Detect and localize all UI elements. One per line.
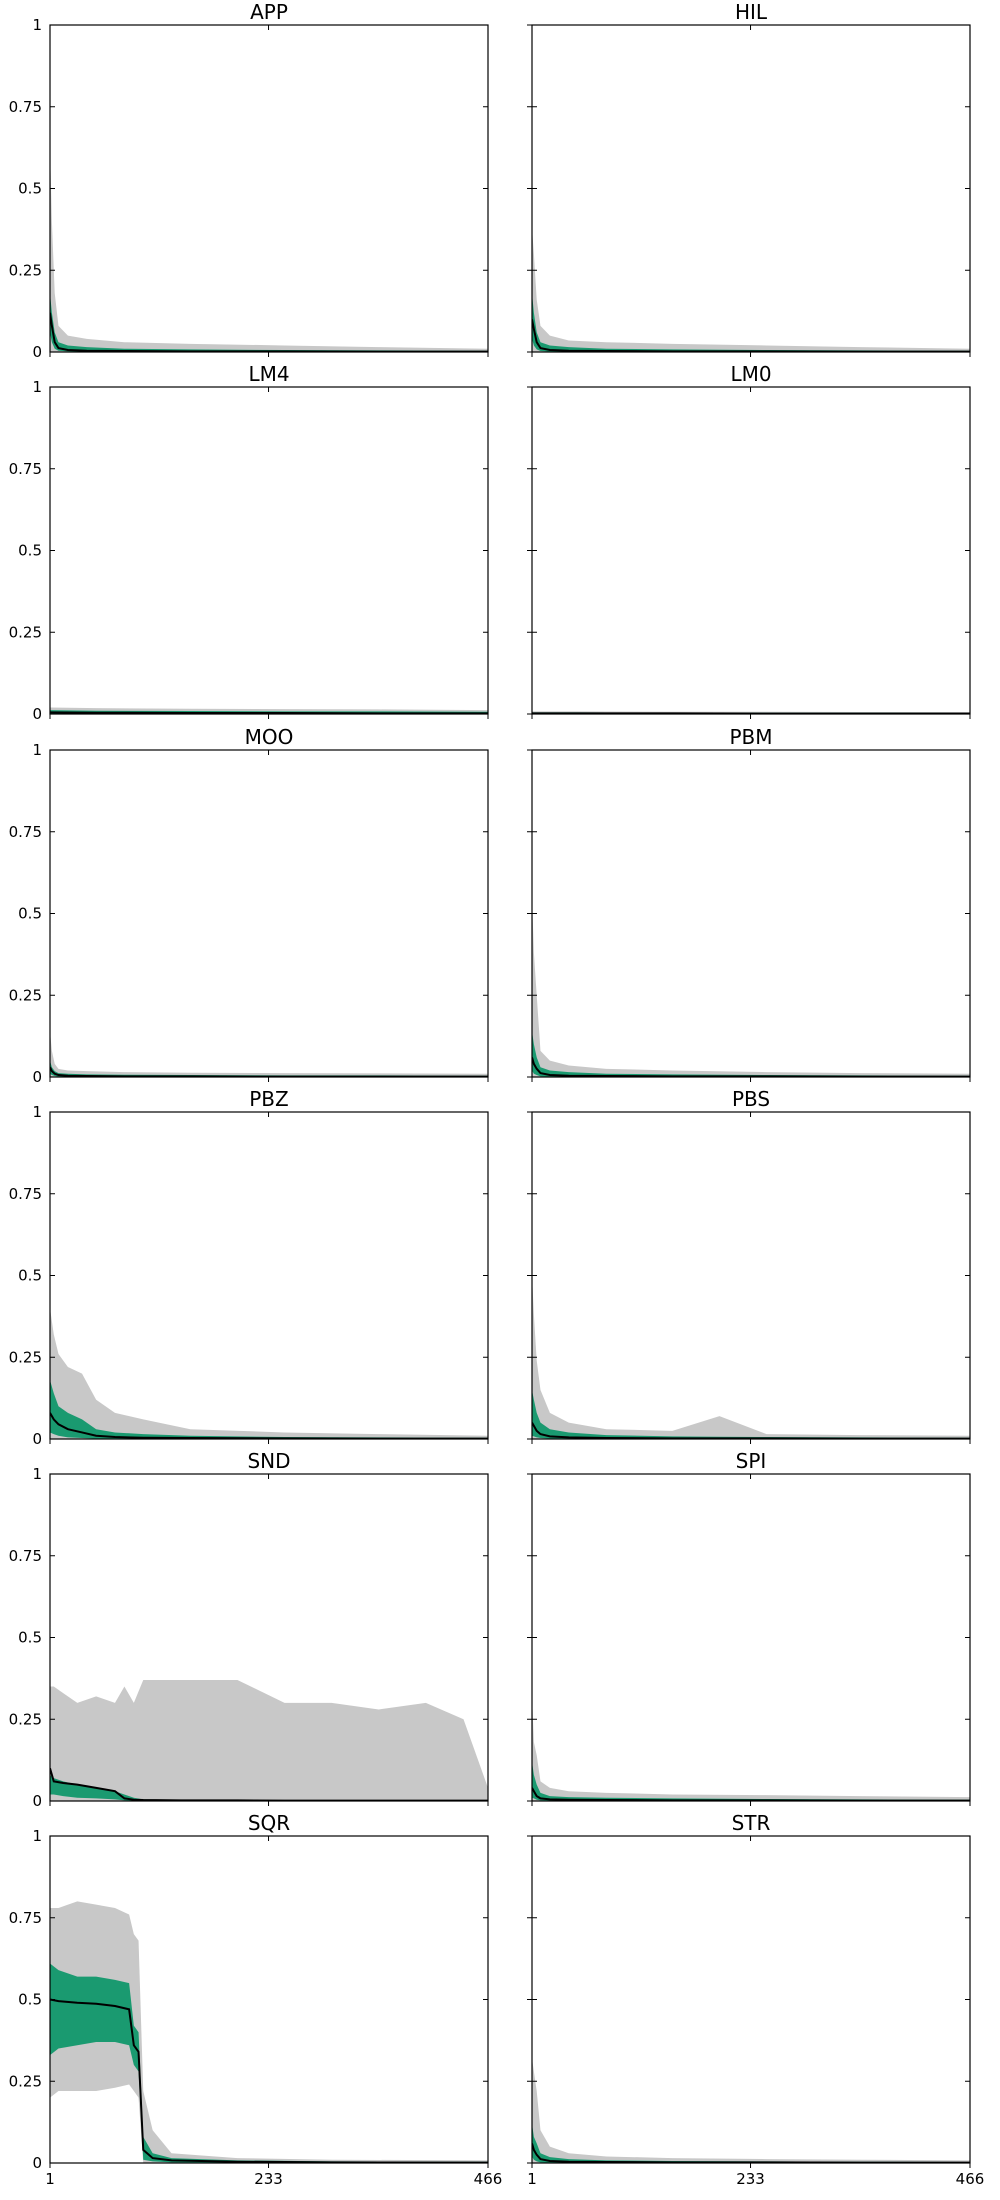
range-band-pbz — [50, 1308, 488, 1439]
panel-pbs: PBS — [527, 1087, 971, 1444]
panel-str: STR 1 233 466 — [527, 1811, 984, 2188]
panel-moo: MOO 0 0.25 0.5 0.75 1 — [9, 725, 489, 1086]
plot-frame-pbs — [531, 1111, 971, 1440]
y-tick-label: 0.5 — [18, 542, 42, 560]
panel-spi: SPI — [527, 1449, 971, 1806]
plot-frame-lm0 — [531, 386, 971, 715]
plot-frame-pbz — [49, 1111, 489, 1440]
iqr-band-pbs — [532, 1389, 970, 1439]
x-tick-label: 1 — [45, 2170, 55, 2188]
y-tick-label: 0.75 — [9, 98, 42, 116]
x-tick-label: 1 — [527, 2170, 537, 2188]
y-tick-label: 0.25 — [9, 1710, 42, 1728]
range-band-pbs — [532, 1275, 970, 1439]
y-tick-label: 1 — [32, 1465, 42, 1483]
plot-frame-spi — [531, 1473, 971, 1802]
panel-title-pbz: PBZ — [249, 1087, 288, 1111]
panel-pbm: PBM — [527, 725, 971, 1082]
range-band-pbm — [532, 897, 970, 1077]
panel-title-lm0: LM0 — [730, 362, 771, 386]
y-tick-label: 0.25 — [9, 2072, 42, 2090]
panel-title-snd: SND — [247, 1449, 290, 1473]
panel-hil: HIL — [527, 0, 971, 357]
y-tick-label: 0 — [32, 1068, 42, 1086]
y-tick-label: 0.5 — [18, 905, 42, 923]
range-band-snd — [50, 1680, 488, 1801]
iqr-band-pbm — [532, 1031, 970, 1077]
plot-frame-pbm — [531, 749, 971, 1078]
panel-title-sqr: SQR — [248, 1811, 290, 1835]
median-line-lm4 — [50, 711, 488, 714]
iqr-band-pbz — [50, 1380, 488, 1439]
y-tick-label: 0.75 — [9, 1185, 42, 1203]
range-band-str — [532, 2058, 970, 2163]
plot-frame-str — [531, 1835, 971, 2164]
x-tick-label: 233 — [736, 2170, 765, 2188]
panel-app: APP 0 0.25 0.5 0.75 1 — [9, 0, 489, 361]
plot-frame-hil — [531, 24, 971, 353]
panel-lm0: LM0 — [527, 362, 971, 719]
y-tick-label: 0.25 — [9, 986, 42, 1004]
y-tick-label: 0.5 — [18, 180, 42, 198]
y-tick-label: 0 — [32, 2154, 42, 2172]
panel-title-moo: MOO — [245, 725, 294, 749]
y-tick-label: 1 — [32, 378, 42, 396]
range-band-app — [50, 149, 488, 352]
panel-title-str: STR — [732, 1811, 771, 1835]
plot-frame-app — [49, 24, 489, 353]
y-tick-label: 1 — [32, 741, 42, 759]
y-tick-label: 0.5 — [18, 1629, 42, 1647]
panel-title-hil: HIL — [735, 0, 768, 24]
panel-sqr: SQR 0 0.25 0.5 0.75 1 1 233 466 — [9, 1811, 503, 2188]
x-tick-label: 466 — [474, 2170, 503, 2188]
panel-lm4: LM4 0 0.25 0.5 0.75 1 — [9, 362, 489, 723]
iqr-band-sqr — [50, 1963, 488, 2163]
x-tick-label: 466 — [956, 2170, 985, 2188]
panel-title-pbm: PBM — [729, 725, 772, 749]
range-band-moo — [50, 1031, 488, 1077]
median-line-sqr — [50, 1998, 488, 2163]
y-tick-label: 1 — [32, 1103, 42, 1121]
range-band-hil — [532, 227, 970, 352]
panel-title-lm4: LM4 — [248, 362, 289, 386]
x-tick-label: 233 — [254, 2170, 283, 2188]
y-tick-label: 0.75 — [9, 1909, 42, 1927]
y-tick-label: 1 — [32, 16, 42, 34]
y-tick-label: 0.75 — [9, 1547, 42, 1565]
y-tick-label: 0.25 — [9, 261, 42, 279]
panel-pbz: PBZ 0 0.25 0.5 0.75 1 — [9, 1087, 489, 1448]
plot-frame-moo — [49, 749, 489, 1078]
y-tick-label: 0.75 — [9, 460, 42, 478]
panel-title-pbs: PBS — [732, 1087, 770, 1111]
panel-snd: SND 0 0.25 0.5 0.75 1 — [9, 1449, 489, 1810]
y-tick-label: 0 — [32, 705, 42, 723]
y-tick-label: 0.25 — [9, 623, 42, 641]
plot-frame-lm4 — [49, 386, 489, 715]
y-tick-label: 0 — [32, 1430, 42, 1448]
y-tick-label: 0.25 — [9, 1348, 42, 1366]
range-band-spi — [532, 1696, 970, 1801]
panel-title-spi: SPI — [736, 1449, 767, 1473]
y-tick-label: 0.5 — [18, 1991, 42, 2009]
y-tick-label: 1 — [32, 1827, 42, 1845]
panel-title-app: APP — [250, 0, 288, 24]
y-tick-label: 0.75 — [9, 823, 42, 841]
y-tick-label: 0 — [32, 343, 42, 361]
y-tick-label: 0 — [32, 1792, 42, 1810]
y-tick-label: 0.5 — [18, 1267, 42, 1285]
